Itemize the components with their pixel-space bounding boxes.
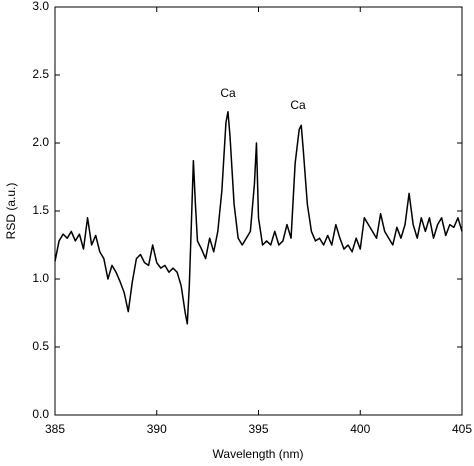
- x-tick-label: 395: [248, 422, 268, 436]
- x-tick-label: 390: [147, 422, 167, 436]
- y-tick-label: 2.0: [32, 135, 49, 149]
- annotation: Ca: [220, 86, 236, 100]
- x-tick-label: 400: [350, 422, 370, 436]
- y-tick-label: 0.0: [32, 407, 49, 421]
- y-tick-label: 3.0: [32, 0, 49, 13]
- x-axis-label: Wavelength (nm): [213, 447, 304, 461]
- x-tick-label: 385: [45, 422, 65, 436]
- y-tick-label: 0.5: [32, 339, 49, 353]
- y-tick-label: 1.5: [32, 203, 49, 217]
- y-axis-label: RSD (a.u.): [4, 183, 18, 240]
- x-tick-label: 405: [452, 422, 472, 436]
- data-line: [54, 110, 463, 325]
- annotation: Ca: [290, 98, 306, 112]
- y-tick-label: 1.0: [32, 271, 49, 285]
- y-tick-label: 2.5: [32, 67, 49, 81]
